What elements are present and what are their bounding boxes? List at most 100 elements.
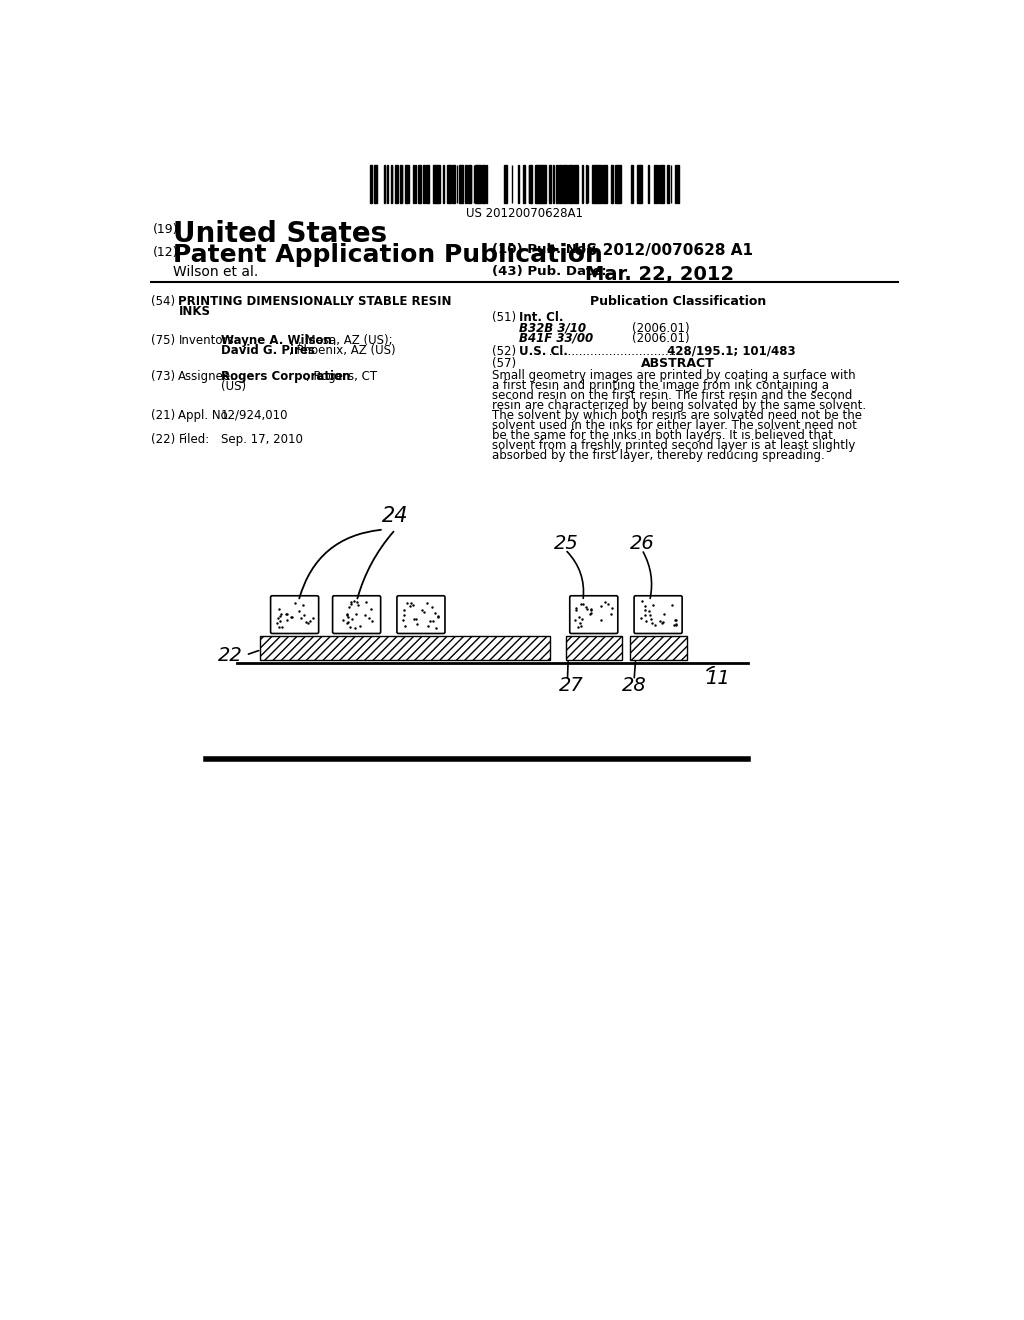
FancyBboxPatch shape — [270, 595, 318, 634]
Text: (12): (12) — [153, 246, 178, 259]
Bar — [483, 165, 485, 203]
Bar — [465, 165, 467, 203]
Text: Publication Classification: Publication Classification — [590, 296, 766, 309]
Bar — [523, 165, 524, 203]
Text: (10) Pub. No.:: (10) Pub. No.: — [493, 243, 597, 256]
Bar — [597, 165, 599, 203]
Text: (US): (US) — [221, 380, 246, 393]
Text: 428/195.1; 101/483: 428/195.1; 101/483 — [663, 345, 796, 358]
Bar — [370, 165, 372, 203]
Text: (43) Pub. Date:: (43) Pub. Date: — [493, 264, 607, 277]
Bar — [400, 165, 401, 203]
Bar — [604, 165, 607, 203]
Text: Assignee:: Assignee: — [178, 370, 236, 383]
Text: (57): (57) — [493, 358, 516, 370]
Bar — [568, 165, 570, 203]
Text: ......................................: ...................................... — [545, 345, 691, 358]
Bar — [407, 165, 409, 203]
Text: 26: 26 — [630, 533, 654, 553]
Text: B41F 33/00: B41F 33/00 — [519, 331, 594, 345]
Text: (2006.01): (2006.01) — [632, 322, 689, 335]
Text: , Mesa, AZ (US);: , Mesa, AZ (US); — [299, 334, 393, 347]
Bar — [468, 165, 471, 203]
Text: Sep. 17, 2010: Sep. 17, 2010 — [221, 433, 303, 446]
Text: 27: 27 — [559, 676, 584, 696]
Bar — [631, 165, 633, 203]
Text: David G. Pires: David G. Pires — [221, 345, 314, 356]
Bar — [654, 165, 656, 203]
Text: 25: 25 — [554, 533, 579, 553]
Text: , Phoenix, AZ (US): , Phoenix, AZ (US) — [289, 345, 396, 356]
Bar — [677, 165, 679, 203]
Bar — [575, 165, 578, 203]
FancyBboxPatch shape — [634, 595, 682, 634]
Bar — [387, 165, 388, 203]
Text: PRINTING DIMENSIONALLY STABLE RESIN: PRINTING DIMENSIONALLY STABLE RESIN — [178, 296, 452, 309]
Text: INKS: INKS — [178, 305, 210, 318]
Text: (75): (75) — [152, 334, 175, 347]
Bar — [518, 165, 519, 203]
Text: Small geometry images are printed by coating a surface with: Small geometry images are printed by coa… — [493, 370, 856, 383]
Text: (21): (21) — [152, 409, 175, 421]
Text: , Rogers, CT: , Rogers, CT — [306, 370, 378, 383]
Text: a first resin and printing the image from ink containing a: a first resin and printing the image fro… — [493, 379, 829, 392]
Bar — [564, 165, 566, 203]
Bar — [438, 165, 439, 203]
Bar — [573, 165, 575, 203]
Bar — [560, 165, 562, 203]
Text: Wilson et al.: Wilson et al. — [173, 264, 258, 279]
Bar — [505, 165, 507, 203]
Bar — [559, 165, 560, 203]
Bar — [395, 165, 397, 203]
FancyBboxPatch shape — [333, 595, 381, 634]
Text: (51): (51) — [493, 312, 516, 323]
Bar — [461, 165, 463, 203]
Text: Appl. No.:: Appl. No.: — [178, 409, 236, 421]
Text: (52): (52) — [493, 345, 516, 358]
Bar — [618, 165, 621, 203]
Text: Inventors:: Inventors: — [178, 334, 238, 347]
Bar — [540, 165, 541, 203]
Text: second resin on the first resin. The first resin and the second: second resin on the first resin. The fir… — [493, 389, 853, 403]
Bar — [660, 165, 663, 203]
Bar — [529, 165, 531, 203]
Bar — [535, 165, 538, 203]
Text: (54): (54) — [152, 296, 175, 309]
Text: Filed:: Filed: — [178, 433, 210, 446]
Bar — [434, 165, 435, 203]
Text: Wayne A. Wilson: Wayne A. Wilson — [221, 334, 332, 347]
Bar — [550, 165, 551, 203]
Bar — [542, 165, 544, 203]
Bar — [571, 165, 572, 203]
Text: absorbed by the first layer, thereby reducing spreading.: absorbed by the first layer, thereby red… — [493, 449, 825, 462]
FancyBboxPatch shape — [569, 595, 617, 634]
Text: 28: 28 — [622, 676, 646, 696]
Text: The solvent by which both resins are solvated need not be the: The solvent by which both resins are sol… — [493, 409, 862, 422]
Bar — [603, 165, 604, 203]
Bar — [566, 636, 623, 660]
Text: be the same for the inks in both layers. It is believed that: be the same for the inks in both layers.… — [493, 429, 834, 442]
Text: Int. Cl.: Int. Cl. — [519, 312, 564, 323]
Bar — [450, 165, 452, 203]
Text: (22): (22) — [152, 433, 175, 446]
Bar — [592, 165, 595, 203]
Text: 24: 24 — [382, 506, 409, 525]
Bar — [630, 636, 687, 660]
Text: 22: 22 — [218, 645, 243, 664]
Bar — [595, 165, 597, 203]
Text: solvent used in the inks for either layer. The solvent need not: solvent used in the inks for either laye… — [493, 420, 857, 433]
Text: United States: United States — [173, 220, 387, 248]
Bar — [418, 165, 420, 203]
Text: Mar. 22, 2012: Mar. 22, 2012 — [586, 264, 734, 284]
Text: U.S. Cl.: U.S. Cl. — [519, 345, 568, 358]
Bar — [639, 165, 640, 203]
Bar — [479, 165, 481, 203]
Text: US 20120070628A1: US 20120070628A1 — [466, 207, 584, 220]
Text: US 2012/0070628 A1: US 2012/0070628 A1 — [573, 243, 753, 259]
Bar — [260, 636, 550, 660]
Bar — [557, 165, 558, 203]
Text: (73): (73) — [152, 370, 175, 383]
Bar — [553, 165, 554, 203]
Bar — [475, 165, 477, 203]
Bar — [452, 165, 455, 203]
